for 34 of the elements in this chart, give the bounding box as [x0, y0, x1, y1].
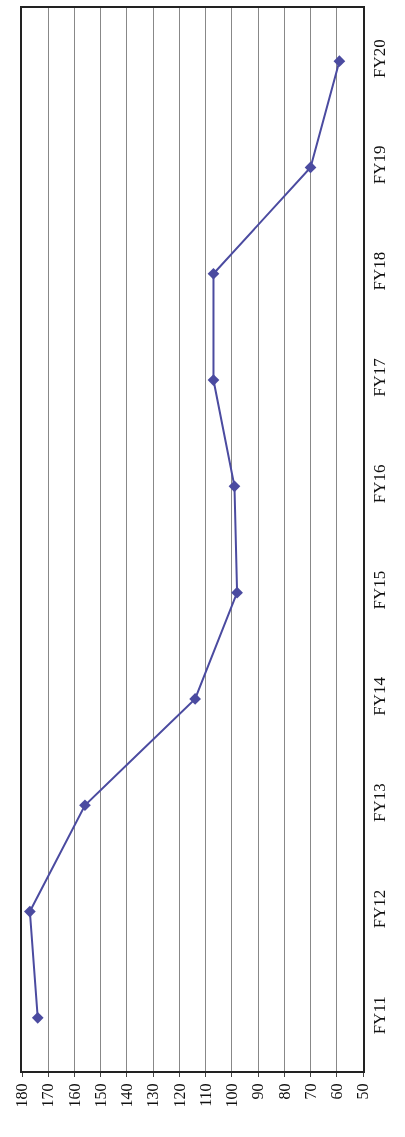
- x-tick-label: 160: [65, 1083, 83, 1108]
- point: [31, 1012, 44, 1024]
- point: [333, 55, 346, 67]
- x-tick-label: 90: [249, 1083, 267, 1100]
- x-tick-label: 60: [327, 1083, 345, 1100]
- x-tick-label: 170: [39, 1083, 57, 1108]
- y-tick-label: FY20: [370, 39, 390, 78]
- point: [189, 693, 201, 705]
- y-tick-label: FY15: [370, 570, 390, 610]
- x-tick-label: 120: [170, 1083, 188, 1108]
- x-tick-label: 50: [354, 1083, 372, 1100]
- x-tick-label: 70: [301, 1083, 319, 1100]
- x-tick-label: 100: [223, 1083, 241, 1108]
- point: [304, 161, 317, 174]
- y-tick-label: FY16: [370, 464, 390, 504]
- y-tick-label: FY12: [370, 889, 390, 929]
- y-tick-label: FY19: [370, 145, 390, 185]
- x-tick-label: 130: [144, 1083, 162, 1108]
- y-tick-label: FY14: [370, 676, 390, 716]
- x-tick-label: 110: [196, 1083, 214, 1107]
- point: [79, 799, 91, 812]
- x-tick-label: 180: [13, 1083, 31, 1108]
- point: [231, 586, 243, 599]
- point: [24, 905, 36, 918]
- point: [228, 480, 241, 493]
- y-tick-label: FY18: [370, 251, 390, 291]
- x-tick-label: 80: [275, 1083, 293, 1100]
- x-tick-label: 150: [91, 1083, 109, 1108]
- y-tick-label: FY13: [370, 783, 390, 823]
- point: [207, 374, 220, 386]
- x-tick-label: 140: [118, 1083, 136, 1108]
- y-tick-label: FY17: [370, 357, 390, 397]
- y-tick-label: FY11: [370, 996, 390, 1035]
- point: [207, 267, 220, 280]
